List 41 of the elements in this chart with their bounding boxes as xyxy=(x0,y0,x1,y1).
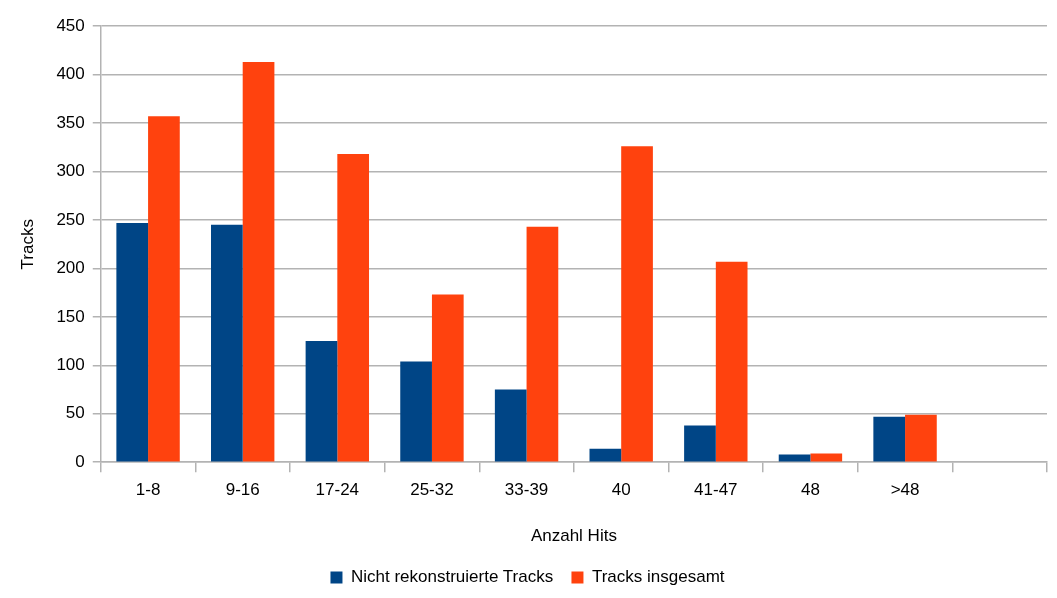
x-tick-label: 33-39 xyxy=(504,480,549,500)
bar xyxy=(242,62,275,462)
y-tick-label: 300 xyxy=(56,161,85,181)
y-axis-title: Tracks xyxy=(17,219,37,270)
x-tick-label: 48 xyxy=(800,480,820,500)
bar xyxy=(526,226,559,462)
bar xyxy=(873,416,906,462)
y-tick-label: 200 xyxy=(56,258,85,278)
bar xyxy=(684,425,716,462)
bar xyxy=(337,154,370,462)
bar xyxy=(305,341,338,462)
x-tick-label: 9-16 xyxy=(225,480,260,500)
y-tick-label: 250 xyxy=(56,209,85,229)
bar xyxy=(494,389,527,462)
bar xyxy=(905,414,937,462)
bar xyxy=(400,361,432,462)
y-tick-label: 400 xyxy=(56,64,85,84)
bar xyxy=(211,224,243,462)
x-tick-label: 40 xyxy=(611,480,631,500)
bar xyxy=(810,453,843,462)
x-tick-label: 25-32 xyxy=(410,480,454,500)
bar xyxy=(116,222,149,462)
x-tick-label: >48 xyxy=(890,480,920,500)
x-tick-label: 41-47 xyxy=(694,480,738,500)
y-tick-label: 350 xyxy=(56,112,85,132)
legend-label: Tracks insgesamt xyxy=(591,567,725,587)
bar xyxy=(715,261,748,462)
x-axis-title: Anzahl Hits xyxy=(530,526,617,546)
y-tick-label: 150 xyxy=(56,306,85,326)
bar xyxy=(148,116,180,462)
bar xyxy=(621,146,653,462)
bar xyxy=(778,454,811,462)
legend-label: Nicht rekonstruierte Tracks xyxy=(350,567,554,587)
y-tick-label: 0 xyxy=(75,451,85,471)
bar xyxy=(589,448,622,462)
y-tick-label: 100 xyxy=(56,355,85,374)
x-tick-label: 1-8 xyxy=(135,480,161,500)
bar xyxy=(431,294,464,462)
y-tick-label: 450 xyxy=(56,15,85,35)
y-tick-label: 50 xyxy=(65,403,85,423)
x-tick-label: 17-24 xyxy=(315,480,360,500)
